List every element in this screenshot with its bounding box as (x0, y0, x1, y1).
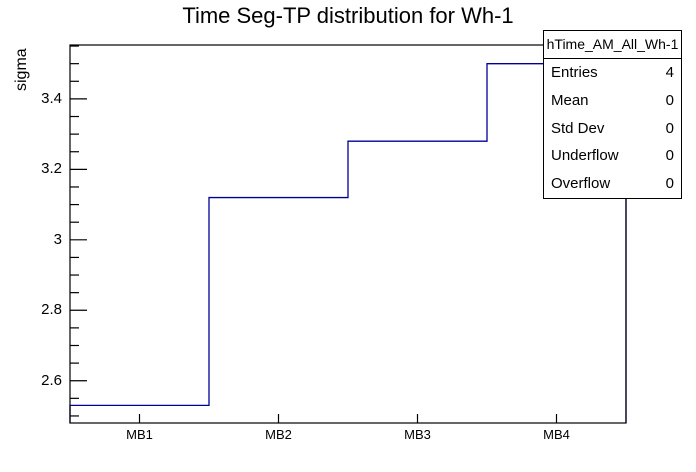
stats-value: 0 (665, 147, 674, 165)
stats-value: 0 (665, 91, 674, 109)
stats-row-stddev: Std Dev 0 (544, 115, 681, 143)
x-tick-label: MB4 (543, 427, 570, 442)
x-tick-label: MB2 (265, 427, 292, 442)
y-tick-label: 3.2 (41, 160, 62, 178)
x-tick-label: MB1 (126, 427, 153, 442)
chart-title: Time Seg-TP distribution for Wh-1 (182, 3, 514, 28)
stats-label: Mean (551, 91, 589, 109)
y-tick-label: 2.8 (41, 301, 62, 319)
stats-label: Underflow (551, 147, 619, 165)
y-tick-label: 3 (53, 230, 62, 248)
stats-title: hTime_AM_All_Wh-1 (544, 31, 681, 59)
stats-box[interactable]: hTime_AM_All_Wh-1 Entries 4 Mean 0 Std D… (543, 30, 682, 199)
plot-frame (69, 44, 627, 424)
stats-row-underflow: Underflow 0 (544, 142, 681, 170)
stats-row-entries: Entries 4 (544, 59, 681, 87)
x-tick-label: MB3 (404, 427, 431, 442)
stats-value: 4 (665, 64, 674, 81)
stats-label: Std Dev (551, 119, 605, 137)
stats-value: 0 (665, 175, 674, 193)
y-tick-label: 2.6 (41, 371, 62, 389)
stats-value: 0 (665, 119, 674, 137)
y-tick-label: 3.4 (41, 89, 62, 107)
stats-row-mean: Mean 0 (544, 87, 681, 115)
stats-row-overflow: Overflow 0 (544, 170, 681, 198)
stats-label: Entries (551, 64, 598, 81)
stats-label: Overflow (551, 175, 611, 193)
